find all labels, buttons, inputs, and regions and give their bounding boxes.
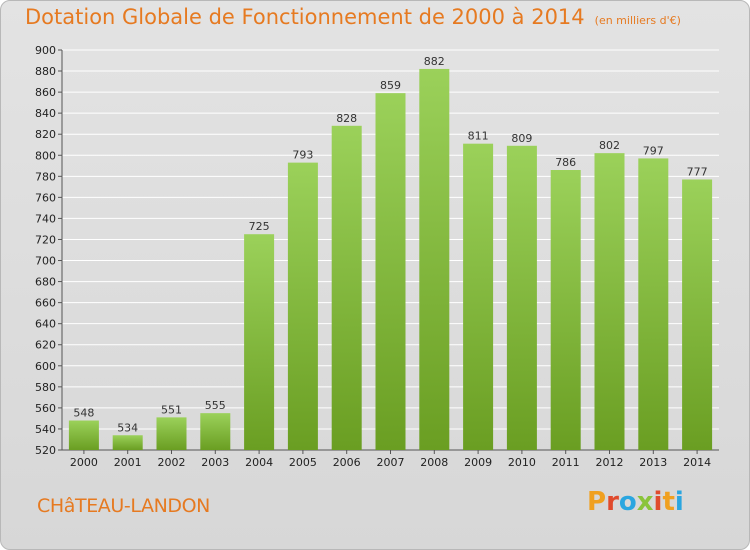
y-tick-label: 660 bbox=[35, 297, 56, 310]
x-tick-label-2004: 2004 bbox=[245, 456, 273, 469]
x-tick-labels: 2000 2001 2002 2003 2004 2005 2006 2007 2008 2009… bbox=[70, 456, 711, 469]
data-label-2001: 534 bbox=[117, 421, 138, 434]
bars bbox=[68, 68, 713, 451]
title-block: Dotation Globale de Fonctionnement de 20… bbox=[25, 5, 681, 29]
y-tick-label: 600 bbox=[35, 360, 56, 373]
y-tick-label: 760 bbox=[35, 191, 56, 204]
bar-2003 bbox=[200, 413, 231, 450]
data-label-2004: 725 bbox=[249, 220, 270, 233]
x-tick-label-2013: 2013 bbox=[639, 456, 667, 469]
x-tick-label-2001: 2001 bbox=[114, 456, 142, 469]
data-label-2012: 802 bbox=[599, 139, 620, 152]
x-tick-label-2000: 2000 bbox=[70, 456, 98, 469]
y-tick-label: 580 bbox=[35, 381, 56, 394]
proxiti-logo: Proxiti bbox=[587, 487, 684, 517]
data-label-2011: 786 bbox=[555, 156, 576, 169]
y-tick-label: 740 bbox=[35, 212, 56, 225]
data-label-2007: 859 bbox=[380, 79, 401, 92]
x-tick-label-2003: 2003 bbox=[201, 456, 229, 469]
logo-letter: i bbox=[674, 487, 684, 517]
x-tick-label-2007: 2007 bbox=[377, 456, 405, 469]
y-tick-label: 540 bbox=[35, 423, 56, 436]
bar-2014 bbox=[682, 179, 713, 450]
y-tick-label: 840 bbox=[35, 107, 56, 120]
data-label-2010: 809 bbox=[511, 132, 532, 145]
logo-letter: P bbox=[587, 487, 607, 517]
chart-subtitle: (en milliers d'€) bbox=[594, 14, 681, 27]
y-tick-label: 520 bbox=[35, 444, 56, 457]
data-labels: 548 534 551 555 725 793 828 859 882 811 809 786 802 7… bbox=[73, 55, 707, 434]
y-tick-label: 720 bbox=[35, 233, 56, 246]
bar-2005 bbox=[287, 162, 318, 450]
y-tick-label: 880 bbox=[35, 65, 56, 78]
y-tick-label: 560 bbox=[35, 402, 56, 415]
y-tick-label: 700 bbox=[35, 255, 56, 268]
y-tick-label: 800 bbox=[35, 149, 56, 162]
y-tick-label: 620 bbox=[35, 339, 56, 352]
bar-2000 bbox=[68, 420, 99, 450]
bar-2001 bbox=[112, 435, 143, 450]
y-tick-label: 820 bbox=[35, 128, 56, 141]
x-tick-label-2005: 2005 bbox=[289, 456, 317, 469]
bar-2012 bbox=[594, 153, 625, 450]
data-label-2014: 777 bbox=[687, 165, 708, 178]
bar-2007 bbox=[375, 93, 406, 450]
logo-letter: x bbox=[636, 487, 654, 517]
y-tick-label: 780 bbox=[35, 170, 56, 183]
x-tick-label-2002: 2002 bbox=[158, 456, 186, 469]
x-tick-label-2009: 2009 bbox=[464, 456, 492, 469]
data-label-2009: 811 bbox=[468, 130, 489, 143]
logo-letter: i bbox=[653, 487, 663, 517]
y-tick-label: 900 bbox=[35, 44, 56, 57]
x-tick-label-2014: 2014 bbox=[683, 456, 711, 469]
bar-2011 bbox=[550, 170, 581, 450]
bar-2009 bbox=[463, 143, 494, 450]
data-label-2013: 797 bbox=[643, 144, 664, 157]
commune-name: CHâTEAU-LANDON bbox=[37, 495, 210, 517]
x-tick-label-2012: 2012 bbox=[596, 456, 624, 469]
data-label-2005: 793 bbox=[292, 149, 313, 162]
data-label-2006: 828 bbox=[336, 112, 357, 125]
bar-2010 bbox=[506, 145, 537, 450]
data-label-2003: 555 bbox=[205, 399, 226, 412]
y-tick-label: 680 bbox=[35, 276, 56, 289]
logo-letter: o bbox=[618, 487, 637, 517]
bar-2006 bbox=[331, 125, 362, 450]
x-tick-label-2010: 2010 bbox=[508, 456, 536, 469]
bar-2002 bbox=[156, 417, 187, 450]
data-label-2000: 548 bbox=[73, 407, 94, 420]
x-tick-label-2008: 2008 bbox=[420, 456, 448, 469]
bar-2013 bbox=[638, 158, 669, 450]
logo-letter: r bbox=[606, 487, 619, 517]
bar-2004 bbox=[244, 234, 275, 450]
data-label-2008: 882 bbox=[424, 55, 445, 68]
x-tick-label-2011: 2011 bbox=[552, 456, 580, 469]
logo-letter: t bbox=[662, 487, 675, 517]
x-tick-label-2006: 2006 bbox=[333, 456, 361, 469]
y-tick-label: 640 bbox=[35, 318, 56, 331]
bar-2008 bbox=[419, 68, 450, 451]
data-label-2002: 551 bbox=[161, 403, 182, 416]
y-tick-label: 860 bbox=[35, 86, 56, 99]
chart-title: Dotation Globale de Fonctionnement de 20… bbox=[25, 5, 585, 29]
y-tick-labels: 520 540 560 580 600 620 640 660 680 700 720 740 760 7… bbox=[35, 44, 56, 457]
